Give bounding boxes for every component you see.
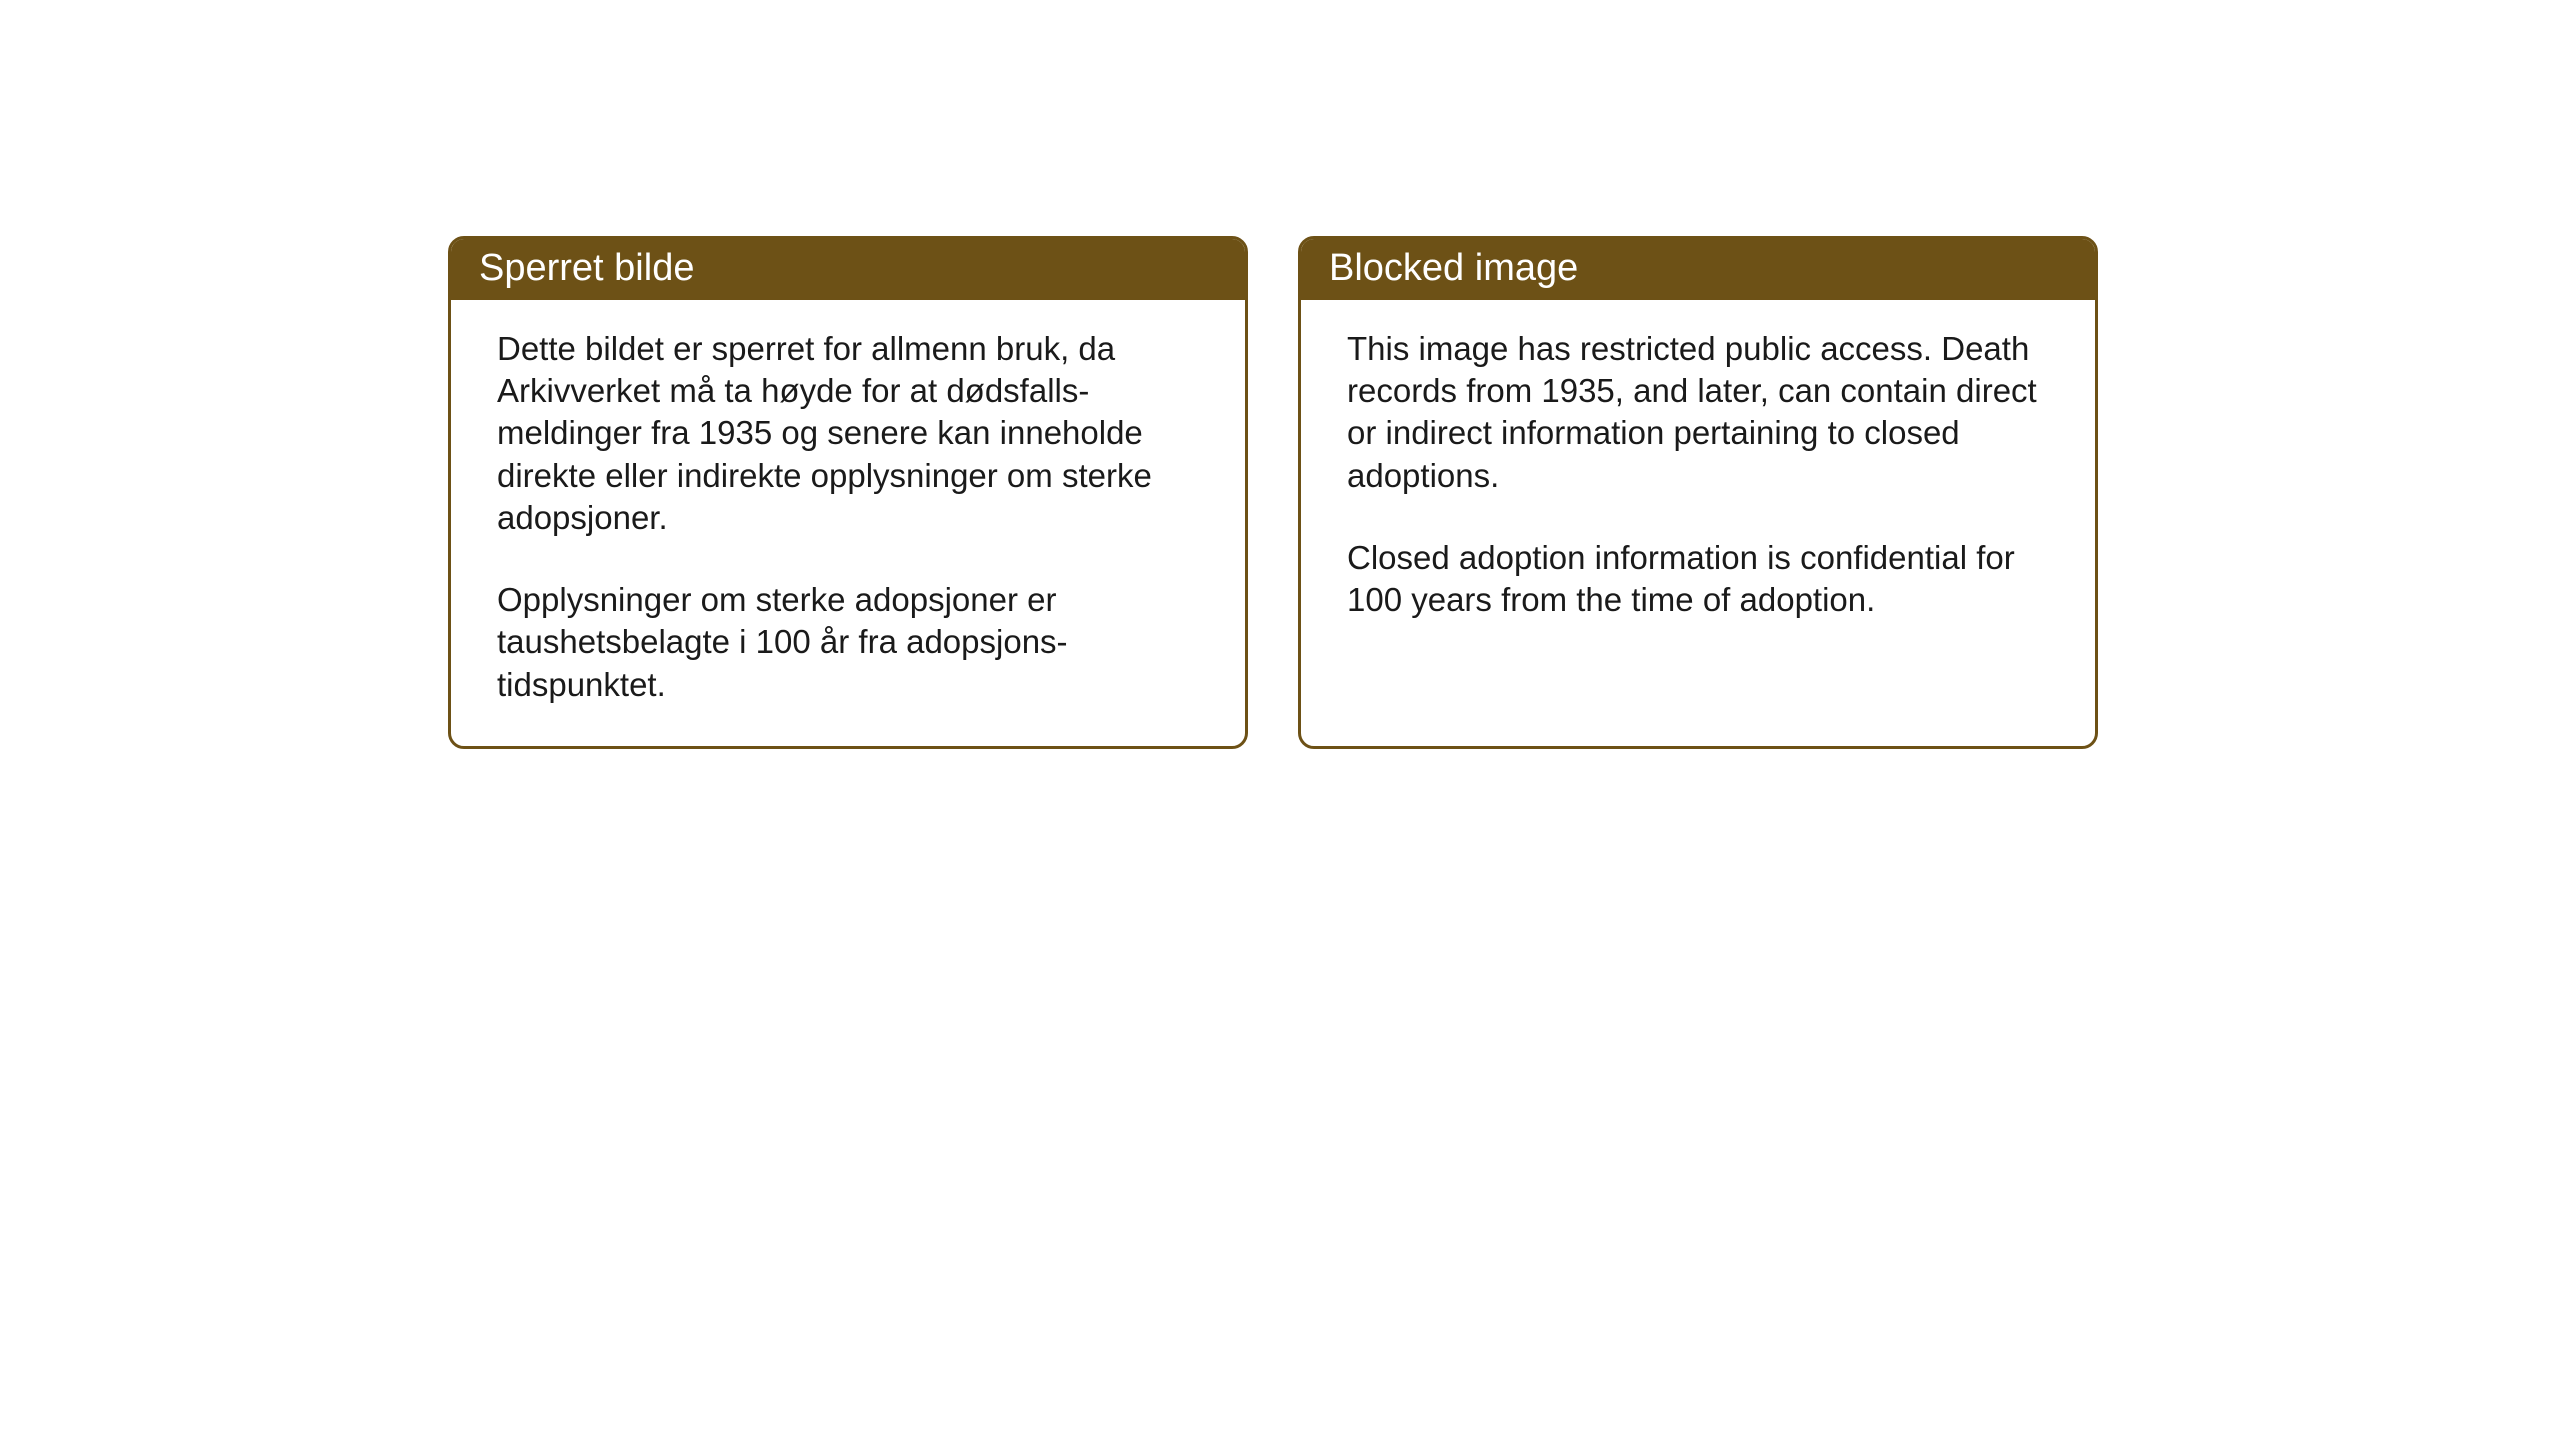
panels-container: Sperret bilde Dette bildet er sperret fo… [448, 236, 2098, 749]
english-panel-header: Blocked image [1301, 239, 2095, 300]
english-panel-body: This image has restricted public access.… [1301, 300, 2095, 740]
norwegian-panel-body: Dette bildet er sperret for allmenn bruk… [451, 300, 1245, 746]
norwegian-paragraph-2: Opplysninger om sterke adopsjoner er tau… [497, 579, 1205, 706]
english-paragraph-2: Closed adoption information is confident… [1347, 537, 2055, 621]
english-paragraph-1: This image has restricted public access.… [1347, 328, 2055, 497]
norwegian-paragraph-1: Dette bildet er sperret for allmenn bruk… [497, 328, 1205, 539]
norwegian-panel: Sperret bilde Dette bildet er sperret fo… [448, 236, 1248, 749]
norwegian-panel-header: Sperret bilde [451, 239, 1245, 300]
english-panel: Blocked image This image has restricted … [1298, 236, 2098, 749]
